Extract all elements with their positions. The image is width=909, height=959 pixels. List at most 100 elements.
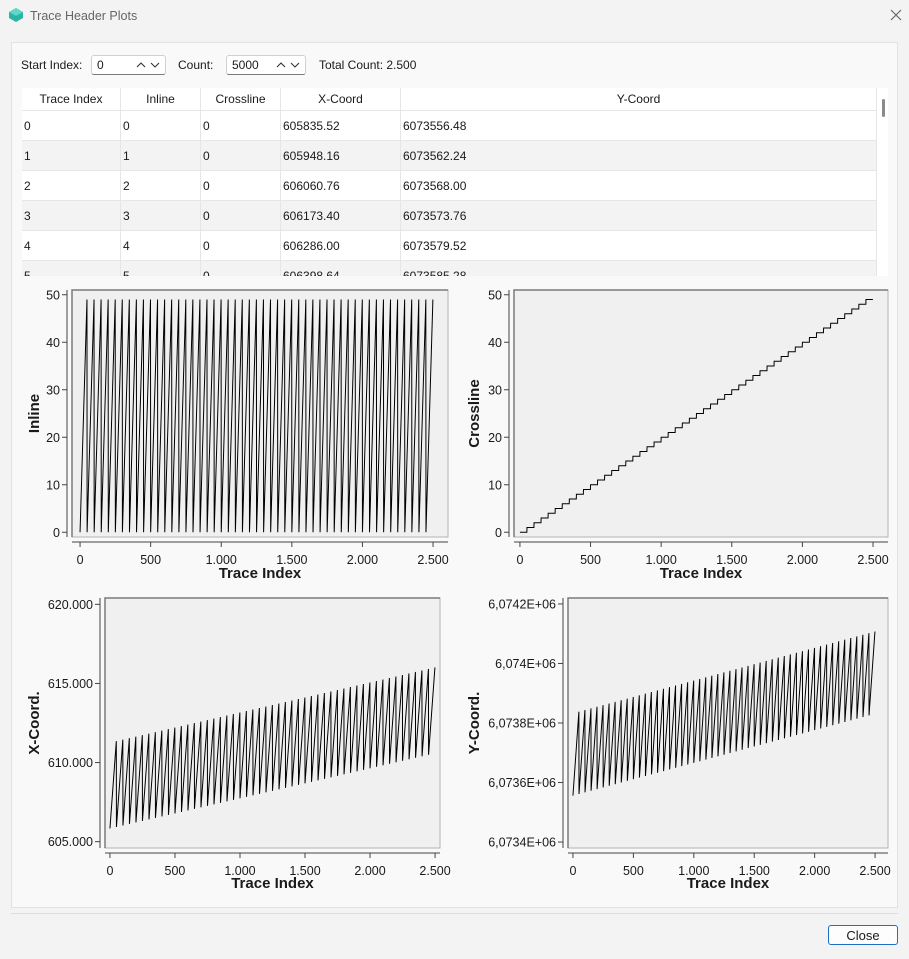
table-cell: 0 bbox=[201, 231, 281, 261]
spin-arrows bbox=[136, 62, 160, 68]
table-cell: 4 bbox=[22, 231, 121, 261]
table-row: 4 4 0 606286.00 6073579.52 bbox=[22, 230, 877, 261]
separator bbox=[11, 913, 898, 914]
start-index-label: Start Index: bbox=[21, 58, 83, 72]
table-row: 3 3 0 606173.40 6073573.76 bbox=[22, 200, 877, 231]
table-row: 0 0 0 605835.52 6073556.48 bbox=[22, 110, 877, 141]
y-tick-label: 6,0738E+06 bbox=[488, 717, 556, 731]
table-cell: 5 bbox=[121, 261, 201, 276]
table-cell: 4 bbox=[121, 231, 201, 261]
x-tick-label: 1.000 bbox=[224, 864, 255, 878]
x-tick-label: 500 bbox=[580, 553, 601, 567]
table-cell: 3 bbox=[121, 201, 201, 231]
x-axis-title: Trace Index bbox=[219, 565, 302, 582]
table-cell: 0 bbox=[201, 141, 281, 171]
table-cell: 2 bbox=[22, 171, 121, 201]
count-value: 5000 bbox=[232, 58, 259, 72]
x-tick-label: 1.500 bbox=[716, 553, 747, 567]
y-tick-label: 40 bbox=[46, 336, 60, 350]
table-cell: 605835.52 bbox=[281, 111, 401, 141]
y-tick-label: 6,0734E+06 bbox=[488, 836, 556, 850]
table-cell: 0 bbox=[121, 111, 201, 141]
column-header: X-Coord bbox=[281, 88, 401, 110]
table-cell: 0 bbox=[201, 201, 281, 231]
x-tick-label: 1.500 bbox=[289, 864, 320, 878]
table-cell: 2 bbox=[121, 171, 201, 201]
column-header: Y-Coord bbox=[401, 88, 877, 110]
y-tick-label: 20 bbox=[488, 431, 502, 445]
plot-frame-edge bbox=[71, 289, 448, 537]
x-tick-label: 1.000 bbox=[206, 553, 237, 567]
x-tick-label: 0 bbox=[106, 864, 113, 878]
table-cell: 606060.76 bbox=[281, 171, 401, 201]
x-axis-title: Trace Index bbox=[687, 875, 770, 892]
table-row: 1 1 0 605948.16 6073562.24 bbox=[22, 140, 877, 171]
table-cell: 606398.64 bbox=[281, 261, 401, 276]
plot-frame-edge bbox=[104, 597, 440, 848]
x-tick-label: 500 bbox=[140, 553, 161, 567]
y-tick-label: 50 bbox=[46, 288, 60, 302]
column-header: Trace Index bbox=[22, 88, 121, 110]
spin-arrows bbox=[276, 62, 300, 68]
y-axis-title: Crossline bbox=[466, 379, 483, 447]
x-tick-label: 500 bbox=[165, 864, 186, 878]
scrollbar-thumb[interactable] bbox=[882, 99, 885, 117]
y-tick-label: 6,0736E+06 bbox=[488, 776, 556, 790]
x-tick-label: 2.500 bbox=[857, 553, 888, 567]
table-cell: 5 bbox=[22, 261, 121, 276]
app-icon bbox=[9, 8, 23, 22]
x-tick-label: 1.000 bbox=[646, 553, 677, 567]
plot-frame-edge bbox=[567, 597, 888, 848]
plot-frame-edge bbox=[513, 289, 888, 537]
table-cell: 6073562.24 bbox=[401, 141, 877, 171]
count-label: Count: bbox=[178, 58, 214, 72]
table-cell: 6073579.52 bbox=[401, 231, 877, 261]
table-cell: 1 bbox=[22, 141, 121, 171]
table-cell: 605948.16 bbox=[281, 141, 401, 171]
total-count: Total Count: 2.500 bbox=[319, 58, 417, 72]
y-axis-title: X-Coord. bbox=[26, 691, 43, 754]
x-tick-label: 2.500 bbox=[419, 864, 450, 878]
table-cell: 6073556.48 bbox=[401, 111, 877, 141]
y-tick-label: 6,0742E+06 bbox=[488, 597, 556, 611]
column-header: Crossline bbox=[201, 88, 281, 110]
y-tick-label: 20 bbox=[46, 431, 60, 445]
title-bar: Trace Header Plots bbox=[0, 0, 909, 32]
window-close[interactable] bbox=[890, 9, 902, 21]
plot-area bbox=[567, 597, 889, 849]
x-tick-label: 0 bbox=[569, 864, 576, 878]
data-line bbox=[79, 299, 434, 533]
table-row: 2 2 0 606060.76 6073568.00 bbox=[22, 170, 877, 201]
x-tick-label: 2.000 bbox=[354, 864, 385, 878]
data-line bbox=[572, 631, 876, 796]
y-tick-label: 0 bbox=[495, 526, 502, 540]
x-tick-label: 500 bbox=[623, 864, 644, 878]
table-cell: 0 bbox=[201, 171, 281, 201]
y-tick-label: 620.000 bbox=[48, 598, 93, 612]
start-index-value: 0 bbox=[97, 58, 104, 72]
table-cell: 606286.00 bbox=[281, 231, 401, 261]
count-spinbox[interactable]: 5000 bbox=[226, 55, 306, 75]
table-cell: 6073568.00 bbox=[401, 171, 877, 201]
x-axis-title: Trace Index bbox=[660, 565, 743, 582]
x-tick-label: 2.000 bbox=[347, 553, 378, 567]
y-tick-label: 605.000 bbox=[48, 835, 93, 849]
x-tick-label: 1.500 bbox=[739, 864, 770, 878]
y-axis-title: Inline bbox=[26, 394, 43, 433]
y-tick-label: 10 bbox=[488, 478, 502, 492]
y-tick-label: 30 bbox=[46, 383, 60, 397]
data-line bbox=[519, 299, 873, 533]
x-tick-label: 1.500 bbox=[276, 553, 307, 567]
y-tick-label: 50 bbox=[488, 288, 502, 302]
table-row: 5 5 0 606398.64 6073585.28 bbox=[22, 260, 877, 276]
table-cell: 606173.40 bbox=[281, 201, 401, 231]
x-tick-label: 1.000 bbox=[678, 864, 709, 878]
x-axis-title: Trace Index bbox=[231, 875, 314, 892]
x-tick-label: 0 bbox=[516, 553, 523, 567]
y-tick-label: 30 bbox=[488, 383, 502, 397]
start-index-spinbox[interactable]: 0 bbox=[91, 55, 166, 75]
x-tick-label: 2.000 bbox=[799, 864, 830, 878]
close-button[interactable]: Close bbox=[828, 925, 898, 945]
